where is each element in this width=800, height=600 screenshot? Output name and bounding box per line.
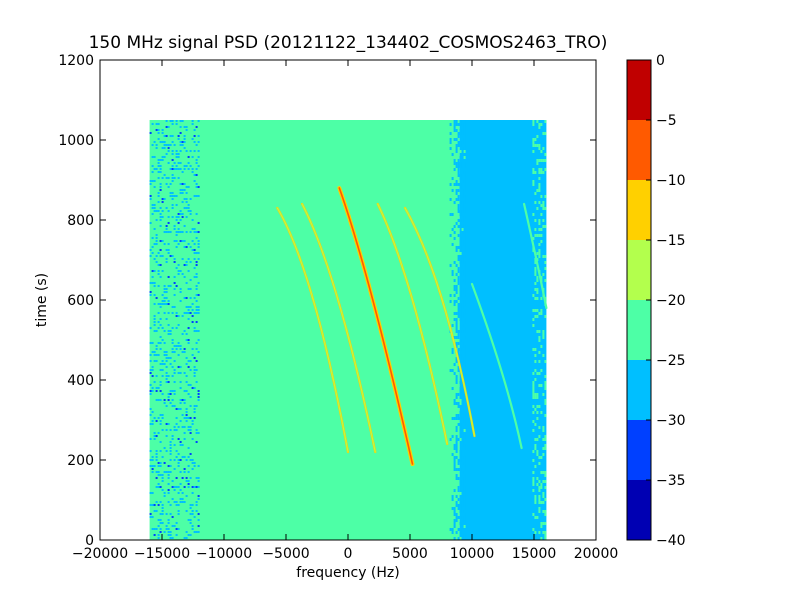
x-tick-label: 10000	[450, 546, 495, 562]
heatmap-noise-right	[532, 120, 547, 540]
x-axis-label: frequency (Hz)	[296, 565, 399, 581]
y-tick-label: 0	[85, 533, 94, 549]
heatmap-area	[149, 120, 547, 540]
heatmap-region-high	[459, 120, 547, 540]
x-tick-label: −20000	[72, 546, 128, 562]
x-tick-label: −10000	[196, 546, 252, 562]
doppler-trace-7	[522, 202, 548, 310]
y-tick-label: 600	[67, 293, 94, 309]
y-tick-label: 400	[67, 373, 94, 389]
x-tick-label: 0	[344, 546, 353, 562]
colorbar-level-4	[627, 300, 651, 360]
colorbar-tick-label: 0	[656, 53, 665, 69]
colorbar-tick-label: −25	[656, 353, 686, 369]
colorbar-tick-label: −30	[656, 413, 686, 429]
colorbar-level-8	[627, 60, 651, 120]
colorbar-tick-label: −20	[656, 293, 686, 309]
colorbar-tick-label: −35	[656, 473, 686, 489]
doppler-trace-6	[470, 282, 523, 450]
doppler-trace-2	[276, 206, 350, 454]
colorbar-level-2	[627, 420, 651, 480]
colorbar-tick-label: −40	[656, 533, 686, 549]
colorbar-level-1	[627, 480, 651, 540]
colorbar-tick-label: −5	[656, 113, 677, 129]
y-tick-label: 800	[67, 213, 94, 229]
colorbar-level-3	[627, 360, 651, 420]
chart-title: 150 MHz signal PSD (20121122_134402_COSM…	[89, 33, 608, 53]
doppler-trace-3	[301, 202, 377, 454]
doppler-traces	[276, 186, 548, 466]
colorbar-level-7	[627, 120, 651, 180]
x-tick-label: 15000	[512, 546, 557, 562]
colorbar-level-6	[627, 180, 651, 240]
y-axis: 0 200 400 600 800 1000 1200	[58, 53, 596, 549]
y-tick-label: 200	[67, 453, 94, 469]
x-tick-label: 20000	[574, 546, 619, 562]
colorbar: 0 −5 −10 −15 −20 −25 −30 −35 −40	[626, 53, 686, 549]
colorbar-tick-label: −10	[656, 173, 686, 189]
x-tick-label: 5000	[392, 546, 428, 562]
colorbar-level-5	[627, 240, 651, 300]
doppler-trace-1	[337, 186, 415, 466]
y-axis-label: time (s)	[34, 273, 50, 327]
y-tick-label: 1200	[58, 53, 94, 69]
heatmap-region-mid	[149, 120, 460, 540]
x-tick-label: −5000	[262, 546, 309, 562]
heatmap-noise-left	[149, 120, 200, 539]
colorbar-tick-label: −15	[656, 233, 686, 249]
heatmap-noise-edge	[447, 120, 466, 540]
doppler-trace-4	[376, 202, 449, 446]
y-tick-label: 1000	[58, 133, 94, 149]
x-tick-label: −15000	[134, 546, 190, 562]
x-axis: −20000 −15000 −10000 −5000 0 5000 10000 15000 20…	[72, 60, 618, 562]
doppler-trace-5	[403, 206, 476, 438]
